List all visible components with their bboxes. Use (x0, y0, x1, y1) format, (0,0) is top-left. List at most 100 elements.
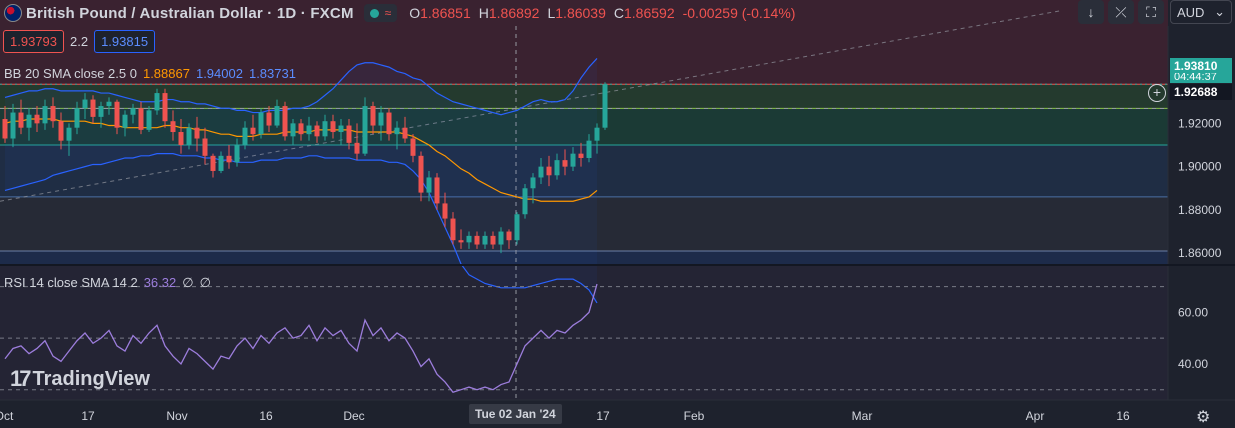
time-tick-label: Apr (1026, 409, 1045, 423)
candle-body (258, 112, 264, 135)
candle-body (146, 110, 152, 130)
currency-select[interactable]: AUD ⌄ (1170, 0, 1232, 24)
fullscreen-icon[interactable]: ⛶ (1138, 0, 1164, 24)
bb-upper-line (4, 58, 598, 116)
candle-body (266, 112, 272, 126)
price-tick-label: 1.88000 (1178, 203, 1222, 217)
chevron-down-icon: ⌄ (1214, 4, 1225, 19)
ohlc-close-value: 1.86592 (624, 5, 675, 21)
candle-body (234, 145, 240, 163)
last-price-value: 1.93810 (1174, 59, 1218, 73)
candle-body (498, 231, 504, 245)
rsi-pane-bg (0, 266, 1168, 400)
pane-separator (0, 264, 1235, 266)
gear-icon[interactable]: ⚙ (1196, 409, 1211, 426)
candle-body (34, 114, 40, 124)
candle-body (442, 203, 448, 219)
trend-line (0, 10, 1061, 202)
candle-body (66, 127, 72, 141)
candle-body (194, 127, 200, 139)
zone-header-red (0, 0, 1168, 26)
market-open-dot-icon (369, 8, 379, 18)
candle-body (570, 153, 576, 167)
candle-body (330, 121, 336, 133)
market-status[interactable]: ≈ (363, 4, 398, 22)
collapse-icon[interactable]: ⤫ (1108, 0, 1134, 24)
time-tick-label: Mar (852, 409, 873, 423)
ohlc-close-key: C (613, 5, 624, 21)
candle-body (90, 99, 96, 117)
rsi-extra-2: ∅ (199, 275, 211, 290)
bb-lower-value: 1.83731 (248, 66, 296, 81)
candle-body (410, 138, 416, 156)
add-alert-plus-icon[interactable]: + (1148, 84, 1166, 102)
candle-body (370, 106, 376, 126)
candle-body (242, 127, 248, 145)
candle-body (18, 112, 24, 128)
candle-body (458, 240, 464, 243)
bb-legend-label: BB 20 SMA close 2.5 0 (4, 66, 137, 81)
candle-body (386, 112, 392, 135)
candle-body (450, 218, 456, 241)
crosshair-price-tag: 1.92688 (1170, 84, 1232, 100)
candle-body (114, 101, 120, 128)
zone-bottom-blue (0, 251, 1168, 264)
candle-body (554, 160, 560, 176)
candle-body (122, 114, 128, 128)
candle-body (578, 153, 584, 158)
candle-body (394, 127, 400, 135)
candle-body (42, 106, 48, 124)
time-tick-label: Feb (684, 409, 705, 423)
crosshair-date-tag: Tue 02 Jan '24 (469, 404, 562, 424)
rsi-value: 36.32 (143, 275, 177, 290)
time-tick-label: 16 (1116, 409, 1130, 423)
candle-body (434, 177, 440, 204)
candle-body (2, 119, 8, 139)
ohlc-low-value: 1.86039 (555, 5, 606, 21)
candle-body (354, 142, 360, 154)
symbol-title[interactable]: British Pound / Australian Dollar · 1D ·… (26, 4, 354, 22)
candle-body (338, 125, 344, 133)
ohlc-values: O1.86851 H1.86892 L1.86039 C1.86592 -0.0… (409, 5, 795, 21)
price-tick-label: 1.86000 (1178, 246, 1222, 260)
candle-body (426, 177, 432, 193)
symbol-header: British Pound / Australian Dollar · 1D ·… (0, 0, 795, 26)
ohlc-open-key: O (409, 5, 421, 21)
zone-teal (0, 108, 1168, 145)
time-tick-label: 16 (259, 409, 273, 423)
time-tick-label: Dec (343, 409, 364, 423)
candle-body (562, 160, 568, 167)
candle-body (162, 93, 168, 122)
candle-body (290, 123, 296, 137)
time-tick-label: 17 (596, 409, 610, 423)
candle-body (602, 84, 608, 128)
candle-body (170, 121, 176, 133)
buy-button[interactable]: 1.93815 (94, 30, 156, 53)
candle-body (322, 121, 328, 137)
rsi-extra-1: ∅ (182, 275, 194, 290)
candle-body (250, 127, 256, 135)
tradingview-logo[interactable]: 17 TradingView (10, 366, 150, 392)
rsi-line (4, 283, 598, 394)
change-value: -0.00259 (-0.14%) (682, 5, 796, 21)
rsi-tick-label: 40.00 (1178, 357, 1208, 371)
bb-basis-value: 1.88867 (142, 66, 190, 81)
rsi-legend-label: RSI 14 close SMA 14 2 (4, 275, 138, 290)
candle-body (10, 112, 16, 139)
candle-body (178, 132, 184, 145)
candle-body (474, 235, 480, 245)
rsi-legend[interactable]: RSI 14 close SMA 14 2 36.32 ∅ ∅ (4, 275, 211, 291)
candle-body (154, 93, 160, 111)
candle-body (402, 127, 408, 139)
candle-body (522, 188, 528, 215)
candle-body (514, 214, 520, 241)
arrow-down-icon[interactable]: ↓ (1078, 0, 1104, 24)
candle-body (418, 155, 424, 193)
rsi-tick-label: 60.00 (1178, 305, 1208, 319)
candle-body (218, 155, 224, 171)
sell-button[interactable]: 1.93793 (3, 30, 64, 53)
gbp-flag-icon (4, 4, 22, 22)
bb-legend[interactable]: BB 20 SMA close 2.5 0 1.88867 1.94002 1.… (4, 66, 296, 81)
candle-body (466, 235, 472, 243)
